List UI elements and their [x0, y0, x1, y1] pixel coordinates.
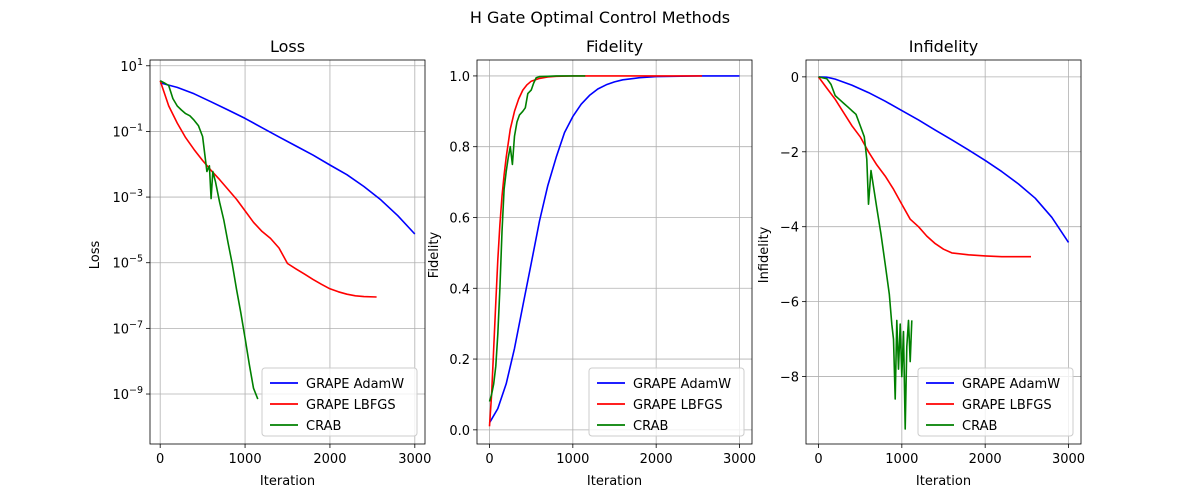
infidelity-title: Infidelity	[909, 37, 979, 56]
loss-legend-box	[261, 367, 418, 437]
loss-legend-label: GRAPE LBFGS	[306, 398, 396, 413]
fidelity-legend-box	[588, 367, 745, 437]
figure-title: H Gate Optimal Control Methods	[470, 8, 730, 27]
infidelity-ytick-label: −8	[780, 371, 799, 386]
loss-axes-frame	[149, 59, 426, 445]
fidelity-xlabel: Iteration	[587, 474, 642, 489]
loss-title: Loss	[270, 37, 305, 56]
loss-panel: Loss Iteration Loss 0 1000 2000 3000 101 10−1…	[88, 37, 431, 489]
fidelity-panel: Fidelity Iteration Fidelity 0 1000 2000 300…	[427, 37, 756, 489]
infidelity-xtick-label: 3000	[1052, 452, 1085, 467]
loss-xtick-label: 0	[156, 452, 164, 467]
fidelity-legend-label: CRAB	[633, 419, 668, 434]
infidelity-series-grape-adamw	[818, 76, 1070, 243]
fidelity-xtick-label: 1000	[556, 452, 589, 467]
infidelity-ytick-label: −2	[780, 146, 799, 161]
infidelity-ylabel: Infidelity	[757, 226, 772, 283]
fidelity-legend-label: GRAPE AdamW	[633, 377, 731, 392]
loss-ytick-label: 101	[120, 57, 143, 75]
loss-xlabel: Iteration	[260, 474, 315, 489]
infidelity-ytick-label: 0	[791, 71, 799, 86]
fidelity-ylabel: Fidelity	[427, 231, 442, 278]
infidelity-legend-box	[917, 367, 1074, 437]
fidelity-ytick-label: 0.6	[449, 211, 470, 226]
infidelity-legend-label: GRAPE LBFGS	[962, 398, 1052, 413]
loss-xtick-label: 3000	[398, 452, 431, 467]
loss-series-grape-adamw	[159, 82, 416, 235]
fidelity-legend: GRAPE AdamW GRAPE LBFGS CRAB	[588, 367, 745, 437]
loss-ytick-label: 10−7	[112, 319, 143, 337]
loss-ytick-label: 10−1	[112, 122, 143, 140]
infidelity-xlabel: Iteration	[916, 474, 971, 489]
infidelity-ytick-label: −4	[780, 221, 799, 236]
loss-legend-label: CRAB	[306, 419, 341, 434]
infidelity-legend-label: GRAPE AdamW	[962, 377, 1060, 392]
fidelity-axes-frame	[476, 59, 753, 445]
fidelity-ytick-label: 0.0	[449, 424, 470, 439]
fidelity-ytick-label: 1.0	[449, 70, 470, 85]
fidelity-xtick-label: 3000	[723, 452, 756, 467]
infidelity-xtick-label: 2000	[969, 452, 1002, 467]
loss-legend: GRAPE AdamW GRAPE LBFGS CRAB	[261, 367, 418, 437]
infidelity-ytick-label: −6	[780, 296, 799, 311]
fidelity-xtick-label: 2000	[640, 452, 673, 467]
fidelity-xtick-label: 0	[485, 452, 493, 467]
fidelity-title: Fidelity	[586, 37, 643, 56]
fidelity-series-grape-adamw	[488, 75, 740, 424]
loss-ytick-label: 10−5	[112, 254, 143, 272]
fidelity-ytick-label: 0.2	[449, 353, 470, 368]
loss-legend-label: GRAPE AdamW	[306, 377, 404, 392]
infidelity-legend: GRAPE AdamW GRAPE LBFGS CRAB	[917, 367, 1074, 437]
loss-xtick-label: 1000	[229, 452, 262, 467]
infidelity-panel: Infidelity Iteration Infidelity 0 1000 200…	[757, 37, 1085, 489]
loss-xtick-label: 2000	[313, 452, 346, 467]
fidelity-legend-label: GRAPE LBFGS	[633, 398, 723, 413]
loss-series-crab	[159, 79, 259, 400]
loss-ytick-label: 10−9	[112, 385, 143, 403]
loss-ylabel: Loss	[88, 241, 103, 270]
loss-ytick-label: 10−3	[112, 188, 143, 206]
fidelity-ytick-label: 0.8	[449, 141, 470, 156]
infidelity-xtick-label: 1000	[885, 452, 918, 467]
infidelity-xtick-label: 0	[814, 452, 822, 467]
infidelity-axes-frame	[805, 59, 1082, 445]
infidelity-series-grape-lbfgs	[817, 76, 1031, 258]
infidelity-legend-label: CRAB	[962, 419, 997, 434]
fidelity-series-crab	[488, 75, 586, 402]
loss-series-grape-lbfgs	[159, 80, 377, 298]
infidelity-series-crab	[818, 76, 913, 430]
fidelity-ytick-label: 0.4	[449, 282, 470, 297]
